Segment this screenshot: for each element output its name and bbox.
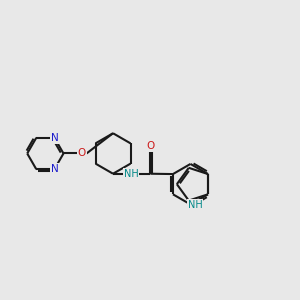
Text: N: N	[51, 133, 59, 143]
Text: NH: NH	[124, 169, 139, 179]
Text: N: N	[51, 164, 59, 174]
Text: NH: NH	[188, 200, 202, 210]
Text: O: O	[77, 148, 86, 158]
Text: O: O	[146, 141, 154, 151]
